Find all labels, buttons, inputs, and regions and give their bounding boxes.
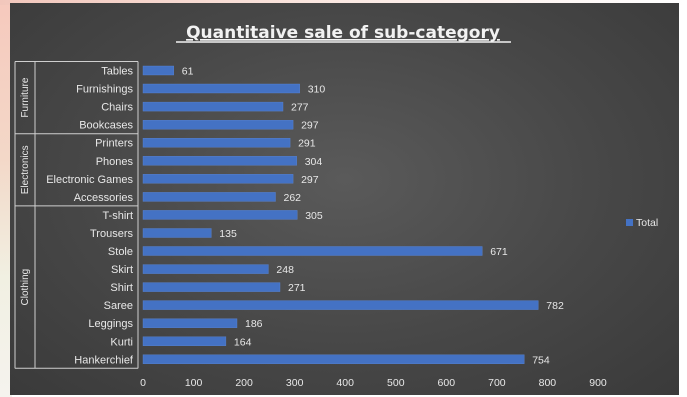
bar-saree bbox=[142, 300, 539, 310]
x-tick-label-100: 100 bbox=[185, 377, 203, 389]
value-label-hankerchief: 754 bbox=[532, 354, 550, 366]
bar-hankerchief bbox=[142, 354, 525, 364]
category-label-t-shirt: T-shirt bbox=[102, 210, 133, 222]
x-tick-label-0: 0 bbox=[140, 377, 146, 389]
x-tick-label-200: 200 bbox=[235, 377, 253, 389]
bar-chairs bbox=[142, 101, 284, 112]
value-label-leggings: 186 bbox=[245, 318, 263, 330]
value-label-tables: 61 bbox=[182, 66, 194, 78]
chart-panel bbox=[10, 3, 679, 395]
labels-layer: Tables 61 Furnishings 310 Chairs 277 Bookcases… bbox=[46, 66, 564, 367]
x-tick-label-400: 400 bbox=[336, 377, 354, 389]
value-label-bookcases: 297 bbox=[301, 120, 319, 132]
x-tick-label-700: 700 bbox=[488, 377, 506, 389]
bar-electronic-games bbox=[142, 174, 294, 184]
bar-tables bbox=[142, 65, 174, 76]
background-top-stripe bbox=[0, 0, 687, 5]
x-axis: 0 100 200 300 400 500 600 700 800 900 bbox=[140, 377, 607, 389]
groups-layer: Furniture Electronics Clothing bbox=[14, 60, 139, 369]
x-tick-label-600: 600 bbox=[438, 377, 456, 389]
value-label-trousers: 135 bbox=[219, 228, 237, 240]
value-label-skirt: 248 bbox=[276, 264, 294, 276]
group-label-electronics: Electronics bbox=[20, 145, 31, 194]
value-label-chairs: 277 bbox=[291, 102, 309, 114]
bar-bookcases bbox=[142, 119, 294, 130]
category-label-phones: Phones bbox=[96, 156, 134, 168]
category-label-accessories: Accessories bbox=[74, 192, 134, 204]
category-label-saree: Saree bbox=[104, 300, 133, 312]
x-tick-label-900: 900 bbox=[589, 377, 607, 389]
value-label-kurti: 164 bbox=[234, 336, 252, 348]
value-label-shirt: 271 bbox=[288, 282, 306, 294]
bar-shirt bbox=[142, 282, 281, 292]
x-tick-label-300: 300 bbox=[286, 377, 304, 389]
bar-stole bbox=[142, 246, 483, 256]
value-label-printers: 291 bbox=[298, 138, 316, 150]
x-tick-label-500: 500 bbox=[387, 377, 405, 389]
bars-layer bbox=[142, 65, 539, 364]
value-label-phones: 304 bbox=[305, 156, 323, 168]
bar-t-shirt bbox=[142, 210, 298, 220]
category-label-tables: Tables bbox=[101, 66, 133, 78]
category-label-printers: Printers bbox=[95, 138, 133, 150]
value-label-saree: 782 bbox=[546, 300, 564, 312]
category-label-electronic-games: Electronic Games bbox=[46, 174, 133, 186]
chart-title: Quantitaive sale of sub-category bbox=[186, 23, 500, 43]
category-label-furnishings: Furnishings bbox=[76, 84, 133, 96]
bar-accessories bbox=[142, 192, 276, 202]
bar-furnishings bbox=[142, 83, 300, 94]
legend-label-total: Total bbox=[636, 217, 658, 229]
value-label-furnishings: 310 bbox=[308, 84, 326, 96]
group-label-clothing: Clothing bbox=[20, 269, 31, 306]
group-label-furniture: Furniture bbox=[20, 77, 31, 117]
category-label-skirt: Skirt bbox=[111, 264, 133, 276]
bar-skirt bbox=[142, 264, 269, 274]
bar-trousers bbox=[142, 228, 212, 238]
bar-leggings bbox=[142, 318, 238, 328]
category-label-chairs: Chairs bbox=[101, 102, 133, 114]
bar-phones bbox=[142, 156, 297, 166]
bar-kurti bbox=[142, 336, 227, 346]
bar-printers bbox=[142, 137, 291, 148]
category-label-stole: Stole bbox=[108, 246, 133, 258]
value-label-t-shirt: 305 bbox=[305, 210, 323, 222]
value-label-accessories: 262 bbox=[284, 192, 302, 204]
value-label-electronic-games: 297 bbox=[301, 174, 319, 186]
category-label-hankerchief: Hankerchief bbox=[74, 354, 134, 366]
legend-swatch-total bbox=[626, 219, 633, 226]
background-stripe bbox=[0, 0, 12, 397]
value-label-stole: 671 bbox=[490, 246, 508, 258]
category-label-trousers: Trousers bbox=[90, 228, 133, 240]
category-label-bookcases: Bookcases bbox=[79, 120, 133, 132]
legend: Total bbox=[626, 217, 658, 229]
x-tick-label-800: 800 bbox=[539, 377, 557, 389]
category-label-leggings: Leggings bbox=[88, 318, 133, 330]
category-label-shirt: Shirt bbox=[110, 282, 133, 294]
category-label-kurti: Kurti bbox=[110, 336, 133, 348]
